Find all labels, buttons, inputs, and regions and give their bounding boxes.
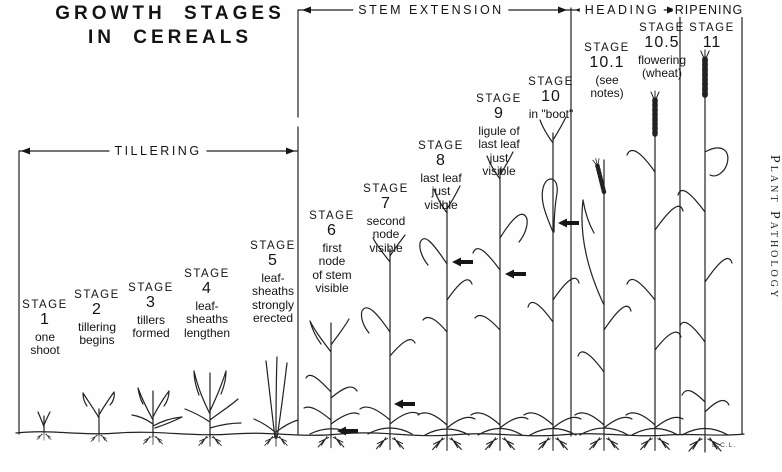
stage-number: 7	[381, 195, 391, 213]
stage-number: 2	[92, 301, 102, 319]
stage-label-3: STAGE 3 tillers formed	[108, 282, 194, 341]
plant-stage-4	[184, 370, 242, 447]
stage-word: STAGE	[22, 299, 68, 311]
stage-label-10-5: STAGE 10.5 flowering (wheat)	[619, 22, 705, 81]
phase-label-ripening: RIPENING	[672, 3, 746, 17]
stage-word: STAGE	[363, 183, 409, 195]
plant-stage-10-5	[625, 91, 684, 451]
stage-number: 1	[40, 311, 50, 329]
stage-number: 10	[541, 88, 561, 106]
plant-stage-6	[303, 318, 360, 449]
stage-description: (see notes)	[590, 72, 624, 101]
stage-word: STAGE	[689, 22, 735, 34]
stage-label-10-1: STAGE 10.1 (see notes)	[564, 42, 650, 101]
stage-label-9: STAGE 9 ligule of last leaf just visible	[456, 93, 542, 178]
stage-label-1: STAGE 1 one shoot	[2, 299, 88, 358]
phase-label-tillering: TILLERING	[109, 144, 207, 158]
stage-description: leaf- sheaths lengthen	[183, 298, 231, 340]
stage-word: STAGE	[639, 22, 685, 34]
stage-description: flowering (wheat)	[637, 52, 687, 81]
journal-side-label: Plant Pathology	[767, 155, 782, 301]
title-line-1: GROWTH STAGES	[55, 3, 285, 24]
plant-stage-9	[470, 151, 529, 451]
stage-word: STAGE	[74, 289, 120, 301]
stage-label-11: STAGE 11	[669, 22, 755, 54]
section-divider-lines	[18, 7, 743, 437]
stage-label-6: STAGE 6 first node of stem visible	[289, 210, 375, 295]
stage-description: in "boot"	[528, 106, 574, 121]
stage-description: second node visible	[366, 213, 406, 255]
stage-word: STAGE	[184, 268, 230, 280]
stage-number: 9	[494, 105, 504, 123]
stage-word: STAGE	[418, 140, 464, 152]
ground-line	[15, 427, 745, 437]
stage-word: STAGE	[528, 76, 574, 88]
stage-label-10: STAGE 10 in "boot"	[508, 76, 594, 121]
stage-description: ligule of last leaf just visible	[478, 123, 520, 178]
stage-number: 4	[202, 280, 212, 298]
stage-description: tillering begins	[77, 319, 116, 348]
plant-stage-3	[131, 387, 183, 445]
stage-description: leaf- sheaths strongly erected	[251, 270, 295, 325]
stage-word: STAGE	[584, 42, 630, 54]
stage-description: last leaf just visible	[420, 170, 462, 212]
stage-label-2: STAGE 2 tillering begins	[54, 289, 140, 348]
artist-signature: E.C.L.	[712, 442, 737, 449]
stage-number: 5	[268, 252, 278, 270]
stage-label-8: STAGE 8 last leaf just visible	[398, 140, 484, 212]
stage-number: 11	[702, 34, 722, 52]
stage-description: tillers formed	[132, 312, 170, 341]
plant-stage-1	[36, 411, 52, 441]
stage-number: 10.5	[644, 34, 680, 52]
stage-label-5: STAGE 5 leaf- sheaths strongly erected	[230, 240, 316, 325]
plant-stage-8	[417, 185, 476, 451]
stage-number: 8	[436, 152, 446, 170]
stage-word: STAGE	[128, 282, 174, 294]
stage-word: STAGE	[476, 93, 522, 105]
stage-description: first node of stem visible	[312, 240, 352, 295]
stage-label-7: STAGE 7 second node visible	[343, 183, 429, 255]
stage-word: STAGE	[309, 210, 355, 222]
plant-stage-5	[253, 356, 299, 447]
stage-number: 10.1	[589, 54, 625, 72]
plant-stage-10	[523, 116, 582, 451]
stage-label-4: STAGE 4 leaf- sheaths lengthen	[164, 268, 250, 340]
stage-number: 3	[146, 294, 156, 312]
plant-stage-11	[677, 50, 733, 453]
diagram-title: GROWTH STAGES IN CEREALS	[30, 2, 310, 50]
stage-number: 6	[327, 222, 337, 240]
phase-label-heading: HEADING	[579, 3, 665, 17]
phase-label-stem-extension: STEM EXTENSION	[353, 3, 509, 17]
plant-stage-7	[359, 234, 420, 451]
plant-stage-2	[82, 391, 115, 443]
plant-stage-10-1	[574, 158, 633, 451]
stage-word: STAGE	[250, 240, 296, 252]
title-line-2: IN CEREALS	[87, 26, 253, 48]
stage-description: one shoot	[30, 329, 60, 358]
